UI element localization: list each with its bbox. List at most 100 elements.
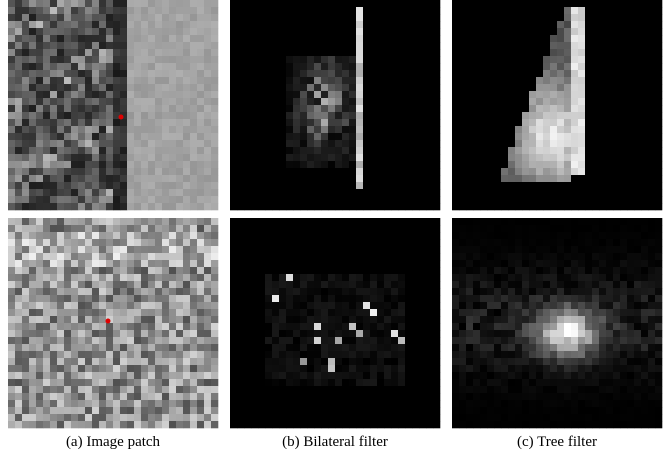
image-pixel (335, 393, 342, 400)
image-pixel (286, 379, 293, 386)
image-pixel (120, 358, 127, 365)
image-pixel (501, 0, 508, 7)
image-pixel (419, 386, 426, 393)
image-pixel (148, 70, 155, 77)
image-pixel (328, 140, 335, 147)
image-pixel (22, 35, 29, 42)
image-pixel (508, 274, 515, 281)
image-pixel (29, 91, 36, 98)
image-pixel (321, 42, 328, 49)
image-pixel (64, 161, 71, 168)
image-pixel (634, 84, 641, 91)
image-pixel (15, 98, 22, 105)
image-pixel (127, 400, 134, 407)
image-pixel (508, 91, 515, 98)
image-pixel (85, 400, 92, 407)
image-pixel (634, 112, 641, 119)
image-pixel (328, 267, 335, 274)
image-pixel (15, 351, 22, 358)
image-pixel (85, 14, 92, 21)
image-pixel (522, 35, 529, 42)
image-pixel (99, 407, 106, 414)
image-pixel (57, 182, 64, 189)
image-pixel (251, 232, 258, 239)
image-pixel (412, 379, 419, 386)
image-pixel (405, 28, 412, 35)
image-pixel (279, 316, 286, 323)
image-pixel (155, 126, 162, 133)
image-pixel (237, 232, 244, 239)
image-pixel (300, 421, 307, 428)
image-pixel (204, 56, 211, 63)
image-pixel (272, 330, 279, 337)
image-pixel (356, 0, 363, 7)
image-pixel (515, 56, 522, 63)
image-pixel (363, 351, 370, 358)
image-pixel (363, 196, 370, 203)
image-pixel (335, 267, 342, 274)
image-pixel (419, 91, 426, 98)
image-pixel (307, 421, 314, 428)
image-pixel (494, 218, 501, 225)
image-pixel (127, 421, 134, 428)
image-pixel (50, 105, 57, 112)
image-pixel (557, 295, 564, 302)
image-pixel (29, 358, 36, 365)
image-pixel (349, 267, 356, 274)
image-pixel (155, 421, 162, 428)
image-pixel (244, 309, 251, 316)
image-pixel (349, 400, 356, 407)
image-pixel (377, 288, 384, 295)
image-pixel (29, 168, 36, 175)
image-pixel (148, 63, 155, 70)
image-pixel (211, 105, 218, 112)
image-pixel (183, 42, 190, 49)
image-pixel (370, 386, 377, 393)
image-pixel (92, 147, 99, 154)
image-pixel (50, 140, 57, 147)
image-pixel (599, 98, 606, 105)
image-pixel (148, 274, 155, 281)
image-pixel (155, 70, 162, 77)
image-pixel (370, 414, 377, 421)
image-pixel (272, 168, 279, 175)
image-pixel (36, 175, 43, 182)
image-pixel (529, 63, 536, 70)
image-pixel (279, 393, 286, 400)
image-pixel (197, 267, 204, 274)
image-pixel (244, 105, 251, 112)
image-pixel (335, 21, 342, 28)
image-pixel (141, 288, 148, 295)
image-pixel (487, 323, 494, 330)
image-pixel (127, 35, 134, 42)
image-pixel (272, 63, 279, 70)
image-pixel (529, 253, 536, 260)
image-pixel (57, 84, 64, 91)
image-pixel (419, 35, 426, 42)
image-pixel (127, 351, 134, 358)
image-pixel (426, 196, 433, 203)
image-pixel (487, 196, 494, 203)
image-pixel (127, 14, 134, 21)
image-pixel (452, 84, 459, 91)
image-pixel (480, 14, 487, 21)
image-pixel (613, 14, 620, 21)
image-pixel (29, 330, 36, 337)
image-pixel (480, 267, 487, 274)
image-pixel (571, 147, 578, 154)
image-pixel (363, 168, 370, 175)
image-pixel (487, 295, 494, 302)
image-pixel (349, 119, 356, 126)
image-pixel (398, 77, 405, 84)
image-pixel (272, 407, 279, 414)
image-pixel (571, 161, 578, 168)
image-pixel (501, 154, 508, 161)
image-pixel (307, 161, 314, 168)
image-pixel (22, 14, 29, 21)
image-pixel (494, 316, 501, 323)
image-pixel (43, 372, 50, 379)
image-pixel (564, 112, 571, 119)
image-pixel (22, 344, 29, 351)
image-pixel (230, 28, 237, 35)
image-pixel (522, 98, 529, 105)
